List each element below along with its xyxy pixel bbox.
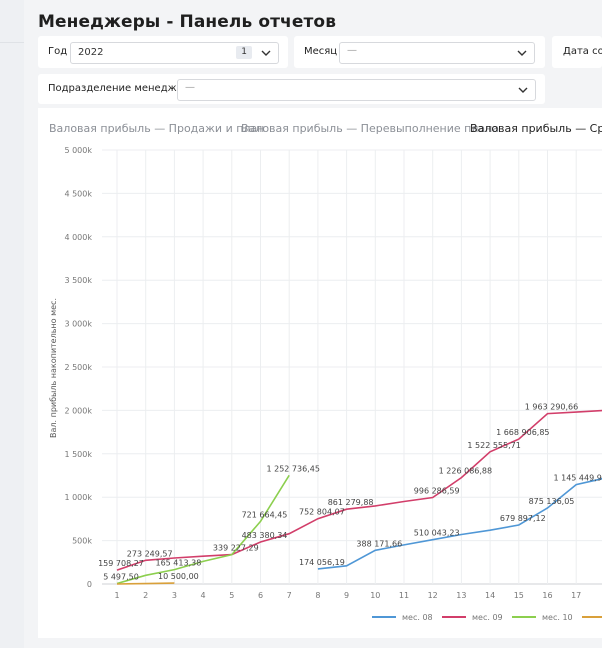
data-labels: 174 056,19 388 171,66 510 043,23 679 897,12… — [98, 403, 602, 582]
page-title: Менеджеры - Панель отчетов — [38, 12, 337, 32]
x-tick-label: 1 — [114, 591, 119, 600]
x-tick-label: 6 — [258, 591, 263, 600]
y-tick-label: 0 — [87, 580, 92, 589]
y-tick-label: 1 000k — [64, 493, 92, 502]
year-select-value: 2022 — [78, 47, 104, 58]
year-filter-label: Год — [48, 46, 68, 57]
chart-card: Валовая прибыль — Продажи и план Валовая… — [38, 108, 602, 638]
tab-sales-and-plan[interactable]: Валовая прибыль — Продажи и план — [49, 122, 265, 135]
left-strip — [0, 0, 24, 648]
chevron-down-icon — [261, 50, 271, 56]
data-label: 1 963 290,66 — [525, 403, 578, 412]
year-selected-count: 1 — [236, 46, 252, 59]
data-label: 1 668 906,85 — [496, 428, 549, 437]
chevron-down-icon — [518, 87, 528, 93]
data-label: 510 043,23 — [414, 529, 460, 538]
y-tick-label: 4 000k — [64, 233, 92, 242]
x-tick-label: 7 — [287, 591, 292, 600]
legend-label: мес. 10 — [542, 613, 573, 622]
x-axis-ticks: 12345678910111213141516171 — [114, 591, 581, 600]
data-label: 721 664,45 — [242, 510, 288, 519]
division-select[interactable]: — — [177, 79, 536, 101]
data-label: 1 145 449,94 — [553, 474, 602, 483]
x-tick-label: 11 — [399, 591, 409, 600]
data-label: 1 226 086,88 — [439, 467, 492, 476]
division-filter: Подразделение менеджера — — [38, 74, 545, 104]
x-tick-label: 16 — [542, 591, 552, 600]
series-line-1 — [317, 477, 602, 570]
tab-comparison[interactable]: Валовая прибыль — Сравн — [470, 122, 602, 135]
x-tick-label: 15 — [514, 591, 524, 600]
legend-label: мес. 08 — [402, 613, 433, 622]
year-select[interactable]: 2022 1 — [70, 42, 279, 64]
data-label: 875 136,05 — [529, 497, 575, 506]
division-select-value: — — [185, 82, 195, 93]
data-label: 5 497,50 — [103, 573, 139, 582]
data-label: 752 804,07 — [299, 508, 345, 517]
y-tick-label: 3 500k — [64, 276, 92, 285]
x-tick-label: 5 — [229, 591, 234, 600]
chart-grid — [102, 149, 602, 585]
month-filter-label: Месяц — [304, 46, 338, 57]
legend-label: мес. 09 — [472, 613, 503, 622]
y-axis-label: Вал. прибыль накопительно мес. — [49, 298, 58, 438]
y-tick-label: 4 500k — [64, 189, 92, 198]
y-axis-ticks: 0 500k 1 000k 1 500k 2 000k 2 500k 3 000k 3 500… — [64, 146, 92, 589]
data-label: 1 252 736,45 — [266, 464, 319, 473]
data-label: 159 708,27 — [98, 559, 144, 568]
year-filter: Год 2022 1 — [38, 36, 288, 68]
month-select[interactable]: — — [339, 42, 535, 64]
x-tick-label: 17 — [571, 591, 581, 600]
x-tick-label: 8 — [315, 591, 320, 600]
data-label: 273 249,57 — [127, 549, 173, 558]
data-label: 174 056,19 — [299, 558, 345, 567]
data-label: 483 380,34 — [242, 531, 288, 540]
data-label: 165 413,38 — [155, 559, 201, 568]
date-created-filter[interactable]: Дата созд — [552, 36, 602, 68]
tab-plan-overfulfillment[interactable]: Валовая прибыль — Перевыполнение плана — [241, 122, 500, 135]
month-select-value: — — [347, 45, 357, 56]
line-chart: 0 500k 1 000k 1 500k 2 000k 2 500k 3 000k 3 500… — [49, 146, 602, 622]
month-filter: Месяц — — [294, 36, 545, 68]
x-tick-label: 14 — [485, 591, 495, 600]
y-tick-label: 2 500k — [64, 363, 92, 372]
y-tick-label: 3 000k — [64, 320, 92, 329]
y-tick-label: 500k — [72, 537, 92, 546]
data-label: 996 286,59 — [414, 487, 460, 496]
y-tick-label: 2 000k — [64, 406, 92, 415]
x-tick-label: 4 — [201, 591, 206, 600]
data-label: 861 279,88 — [328, 498, 374, 507]
chart-series — [116, 409, 602, 585]
date-created-filter-label: Дата созд — [563, 46, 602, 57]
data-label: 339 227,29 — [213, 544, 259, 553]
series-line-4 — [116, 582, 175, 585]
x-tick-label: 13 — [456, 591, 466, 600]
x-tick-label: 12 — [428, 591, 438, 600]
data-label: 388 171,66 — [356, 539, 402, 548]
y-tick-label: 1 500k — [64, 450, 92, 459]
x-tick-label: 2 — [143, 591, 148, 600]
y-tick-label: 5 000k — [64, 146, 92, 155]
series-line-3 — [116, 474, 290, 585]
x-tick-label: 3 — [172, 591, 177, 600]
data-label: 679 897,12 — [500, 514, 546, 523]
series-line-2 — [116, 409, 602, 571]
data-label: 10 500,00 — [158, 572, 199, 581]
chart-legend: мес. 08 мес. 09 мес. 10 — [372, 613, 602, 622]
x-tick-label: 10 — [370, 591, 380, 600]
chevron-down-icon — [517, 50, 527, 56]
data-label: 1 522 555,71 — [467, 441, 520, 450]
x-tick-label: 9 — [344, 591, 349, 600]
division-filter-label: Подразделение менеджера — [48, 83, 196, 94]
